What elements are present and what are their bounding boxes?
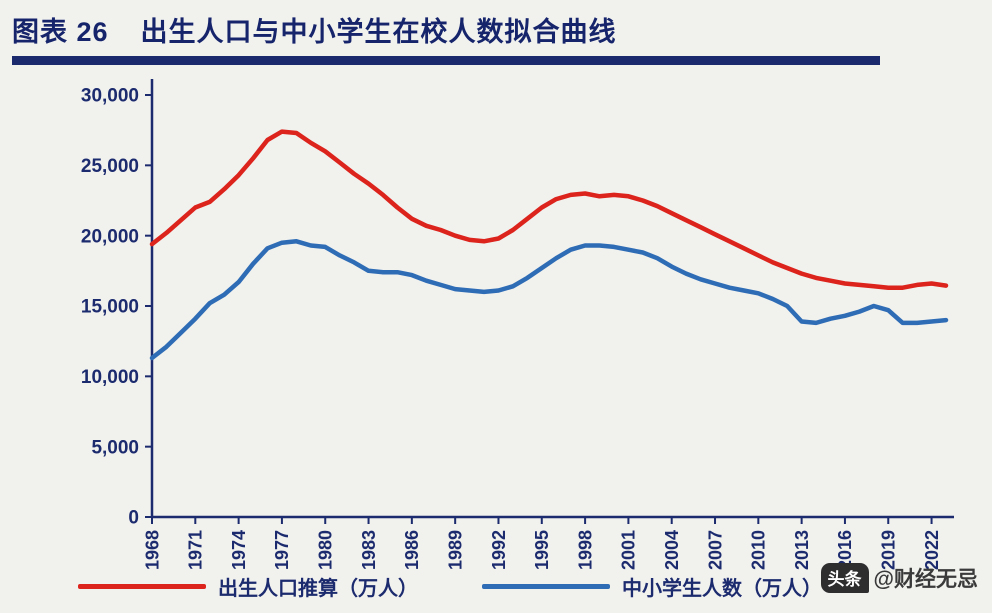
svg-text:1971: 1971 bbox=[186, 530, 206, 570]
svg-text:2022: 2022 bbox=[922, 530, 942, 570]
svg-text:30,000: 30,000 bbox=[81, 86, 139, 107]
svg-text:25,000: 25,000 bbox=[81, 156, 139, 177]
svg-text:1974: 1974 bbox=[229, 530, 249, 570]
legend-item-births: 出生人口推算（万人） bbox=[78, 572, 418, 601]
svg-text:2019: 2019 bbox=[879, 530, 899, 570]
svg-text:2013: 2013 bbox=[792, 530, 812, 570]
svg-text:5,000: 5,000 bbox=[91, 437, 139, 458]
svg-text:2010: 2010 bbox=[749, 530, 769, 570]
legend-item-students: 中小学生人数（万人） bbox=[482, 572, 822, 601]
svg-text:1992: 1992 bbox=[489, 530, 509, 570]
svg-text:2004: 2004 bbox=[662, 530, 682, 570]
chart-legend: 出生人口推算（万人） 中小学生人数（万人） bbox=[0, 572, 946, 601]
svg-text:1998: 1998 bbox=[575, 530, 595, 570]
watermark: 头条 @财经无忌 bbox=[820, 563, 978, 593]
watermark-handle: @财经无忌 bbox=[873, 568, 978, 591]
svg-text:1977: 1977 bbox=[272, 530, 292, 570]
svg-text:1968: 1968 bbox=[142, 530, 162, 570]
legend-label-students: 中小学生人数（万人） bbox=[622, 578, 822, 600]
legend-label-births: 出生人口推算（万人） bbox=[218, 578, 418, 600]
svg-text:1980: 1980 bbox=[316, 530, 336, 570]
svg-text:1986: 1986 bbox=[402, 530, 422, 570]
legend-line-blue bbox=[482, 584, 610, 589]
svg-text:10,000: 10,000 bbox=[81, 367, 139, 388]
svg-text:15,000: 15,000 bbox=[81, 297, 139, 318]
svg-text:2001: 2001 bbox=[619, 530, 639, 570]
legend-line-red bbox=[78, 584, 206, 589]
toutiao-logo-badge: 头条 bbox=[820, 563, 869, 593]
svg-text:2007: 2007 bbox=[705, 530, 725, 570]
svg-text:0: 0 bbox=[128, 508, 139, 529]
figure-header: 图表 26 出生人口与中小学生在校人数拟合曲线 bbox=[0, 0, 992, 65]
svg-text:1983: 1983 bbox=[359, 530, 379, 570]
figure-title: 图表 26 出生人口与中小学生在校人数拟合曲线 bbox=[12, 10, 992, 49]
title-underline-bar bbox=[12, 56, 880, 65]
figure-number: 图表 26 bbox=[12, 17, 109, 47]
svg-text:2016: 2016 bbox=[835, 530, 855, 570]
svg-text:1995: 1995 bbox=[532, 530, 552, 570]
chart-area: 0 5,000 10,000 15,000 20,000 25,000 30,000 1968… bbox=[0, 65, 992, 601]
svg-text:1989: 1989 bbox=[445, 530, 465, 570]
figure-title-text: 出生人口与中小学生在校人数拟合曲线 bbox=[140, 17, 617, 47]
line-chart: 0 5,000 10,000 15,000 20,000 25,000 30,000 1968… bbox=[81, 79, 954, 570]
svg-text:20,000: 20,000 bbox=[81, 226, 139, 247]
